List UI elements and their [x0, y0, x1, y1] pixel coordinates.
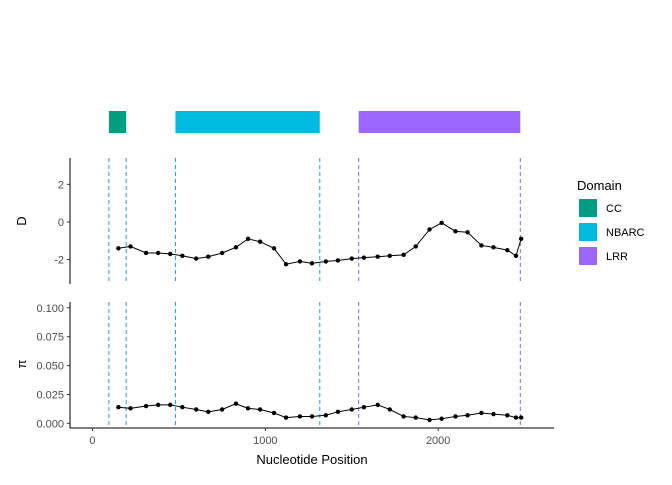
- d-data-point: [513, 253, 519, 258]
- d-data-point: [283, 262, 289, 267]
- pi-data-point: [513, 415, 519, 420]
- d-data-point: [257, 239, 263, 244]
- x-tick-label: 2000: [426, 435, 450, 447]
- pi-y-tick-label: 0.100: [36, 303, 64, 315]
- d-data-point: [323, 259, 329, 264]
- legend-key-cc: [579, 199, 597, 217]
- domain-bar-nbarc: [175, 111, 320, 133]
- legend-key-nbarc: [579, 223, 597, 241]
- pi-data-point: [361, 404, 367, 410]
- pi-y-tick-label: 0.075: [36, 332, 64, 344]
- x-tick-label: 0: [89, 435, 95, 447]
- pi-data-point: [168, 402, 173, 408]
- pi-data-point: [116, 404, 121, 410]
- pi-data-point: [349, 407, 354, 412]
- pi-data-point: [335, 409, 341, 415]
- legend-label-lrr: LRR: [606, 251, 628, 263]
- d-data-point: [128, 244, 133, 249]
- d-data-point: [143, 250, 149, 256]
- pi-data-point: [413, 415, 418, 420]
- d-y-tick-label: -2: [54, 255, 64, 267]
- pi-data-point: [518, 415, 524, 420]
- d-data-point: [387, 253, 392, 258]
- y-axis-title-d: D: [14, 216, 29, 225]
- d-data-point: [491, 245, 496, 250]
- pi-data-point: [465, 413, 470, 418]
- d-data-point: [193, 256, 199, 261]
- d-data-point: [168, 251, 173, 257]
- pi-data-point: [283, 415, 289, 420]
- d-data-point: [245, 236, 251, 242]
- d-data-point: [297, 259, 303, 264]
- pi-data-point: [180, 404, 185, 410]
- d-data-point: [518, 236, 524, 242]
- pi-data-point: [233, 401, 239, 406]
- d-data-point: [155, 250, 161, 256]
- y-axis-title-pi: π: [14, 359, 29, 368]
- pi-data-point: [505, 413, 510, 418]
- d-data-point: [439, 220, 444, 226]
- d-data-point: [180, 253, 185, 258]
- pi-data-point: [375, 402, 380, 408]
- d-data-point: [349, 256, 354, 261]
- pi-data-point: [427, 417, 432, 423]
- pi-data-point: [453, 414, 458, 419]
- legend-title: Domain: [577, 178, 622, 193]
- d-data-point: [413, 244, 418, 249]
- domain-track: [108, 111, 521, 133]
- x-axis-title: Nucleotide Position: [256, 452, 367, 467]
- pi-data-point: [128, 406, 133, 411]
- pi-data-point: [309, 414, 315, 419]
- pi-data-point: [491, 411, 496, 417]
- tajima-d-panel: 2 0 -2: [54, 158, 524, 284]
- d-data-point: [465, 230, 470, 235]
- pi-data-point: [401, 414, 406, 419]
- legend-label-nbarc: NBARC: [606, 227, 645, 239]
- pi-y-tick-label: 0.025: [36, 389, 64, 401]
- d-data-point: [453, 229, 458, 234]
- domain-bar-lrr: [358, 111, 521, 133]
- x-tick-label: 1000: [253, 435, 277, 447]
- d-data-point: [116, 246, 121, 251]
- d-data-point: [335, 258, 341, 263]
- pi-data-point: [271, 410, 277, 416]
- legend: Domain CC NBARC LRR: [577, 178, 645, 265]
- nucleotide-diversity-panel: 0.100 0.075 0.050 0.025 0.000 0 1000 2000: [36, 302, 554, 447]
- pi-data-point: [219, 407, 225, 412]
- pi-data-point: [193, 407, 199, 412]
- d-data-point: [233, 245, 239, 250]
- pi-y-tick-label: 0.050: [36, 361, 64, 373]
- d-data-point: [219, 250, 225, 256]
- pi-data-point: [323, 413, 329, 418]
- pi-data-point: [387, 407, 392, 412]
- pi-data-point: [479, 410, 484, 416]
- legend-key-lrr: [579, 247, 597, 265]
- pi-data-point: [155, 402, 161, 408]
- d-data-point: [206, 254, 211, 259]
- legend-label-cc: CC: [606, 203, 622, 215]
- d-y-tick-label: 2: [58, 179, 64, 191]
- d-y-tick-label: 0: [58, 217, 64, 229]
- d-data-point: [401, 252, 406, 258]
- d-data-point: [375, 254, 380, 259]
- pi-y-tick-label: 0.000: [36, 418, 64, 430]
- domain-bar-cc: [108, 111, 127, 133]
- d-data-point: [309, 261, 315, 266]
- pi-data-point: [143, 403, 149, 409]
- d-data-point: [427, 227, 432, 232]
- d-data-point: [479, 243, 484, 248]
- d-data-point: [271, 246, 277, 251]
- pi-data-point: [245, 406, 251, 411]
- pi-data-point: [257, 407, 263, 412]
- pi-data-point: [439, 416, 444, 421]
- d-data-point: [505, 247, 510, 253]
- pi-data-point: [206, 409, 211, 415]
- pi-data-point: [297, 414, 303, 419]
- d-data-point: [361, 255, 367, 260]
